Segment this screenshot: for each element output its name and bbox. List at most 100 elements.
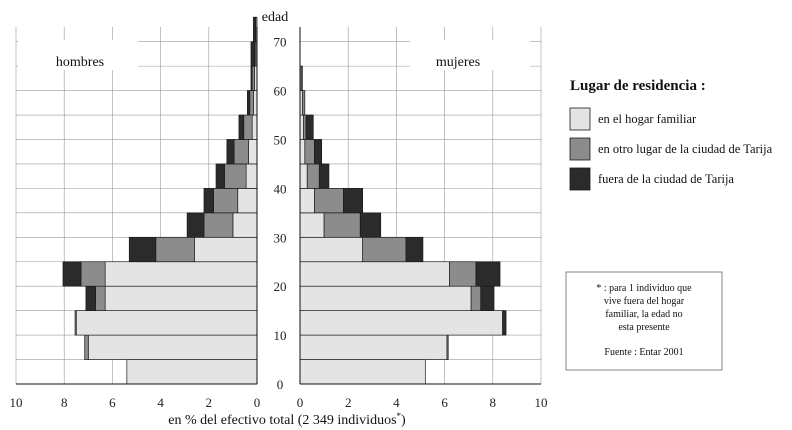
bar-mujeres-otro-20 (449, 261, 477, 287)
bar-mujeres-fuera-35 (343, 188, 364, 214)
legend-title: Lugar de residencia : (570, 78, 706, 94)
bar-mujeres-hogar-40 (299, 163, 308, 189)
bar-mujeres-otro-60 (300, 65, 303, 91)
bar-mujeres-fuera-15 (480, 285, 495, 311)
note-source: Fuente : Entar 2001 (604, 347, 683, 358)
legend-label-hogar: en el hogar familiar (598, 112, 697, 126)
x-tick-left-10: 10 (10, 395, 23, 410)
bar-mujeres-hogar-5 (299, 334, 448, 360)
x-tick-right-2: 2 (345, 395, 352, 410)
x-tick-right-10: 10 (535, 395, 548, 410)
x-tick-left-0: 0 (254, 395, 261, 410)
bar-mujeres-otro-45 (304, 139, 315, 165)
legend-label-fuera: fuera de la ciudad de Tarija (598, 172, 734, 186)
bar-hombres-hogar-30 (232, 212, 258, 238)
bar-mujeres-hogar-50 (299, 114, 304, 140)
age-tick-0: 0 (277, 377, 284, 392)
bar-mujeres-hogar-25 (299, 236, 364, 263)
legend-swatch-fuera (569, 167, 591, 191)
bar-hombres-otro-25 (155, 236, 195, 263)
bar-mujeres-hogar-20 (299, 261, 450, 287)
x-tick-right-8: 8 (490, 395, 497, 410)
age-tick-50: 50 (274, 132, 287, 147)
bar-hombres-fuera-40 (215, 163, 225, 189)
bar-hombres-fuera-70 (253, 16, 257, 43)
bar-hombres-otro-15 (95, 285, 106, 311)
mujeres-label: mujeres (436, 55, 480, 70)
note-line-1: * : para 1 individuo que (596, 283, 692, 294)
bar-mujeres-hogar-45 (299, 139, 306, 165)
age-tick-30: 30 (274, 230, 287, 245)
bar-hombres-fuera-55 (247, 90, 251, 116)
legend-label-otro: en otro lugar de la ciudad de Tarija (598, 142, 773, 156)
bar-mujeres-fuera-40 (318, 163, 330, 189)
bar-hombres-fuera-15 (85, 285, 96, 311)
note-line-2: vive fuera del hogar (604, 296, 685, 307)
bar-mujeres-otro-40 (306, 163, 320, 189)
bar-mujeres-hogar-15 (299, 285, 472, 311)
bar-hombres-otro-60 (251, 65, 255, 91)
age-tick-bg (270, 82, 290, 97)
bar-hombres-fuera-35 (203, 188, 214, 214)
note-line-4: esta presente (618, 322, 670, 333)
age-tick-bg (270, 327, 290, 342)
bar-hombres-hogar-45 (248, 139, 258, 165)
x-tick-right-6: 6 (441, 395, 448, 410)
age-tick-bg (270, 180, 290, 195)
bar-mujeres-fuera-50 (305, 114, 314, 140)
bar-hombres-hogar-55 (253, 90, 258, 116)
bar-mujeres-otro-55 (302, 90, 306, 116)
bars-layer (62, 16, 507, 385)
bar-mujeres-hogar-10 (299, 310, 503, 336)
bar-hombres-fuera-25 (128, 236, 157, 263)
legend-swatch-otro (569, 137, 591, 161)
bar-mujeres-otro-50 (303, 114, 307, 140)
bar-hombres-fuera-65 (250, 41, 255, 67)
age-tick-60: 60 (274, 84, 287, 99)
bar-mujeres-otro-35 (314, 188, 344, 214)
age-tick-bg (270, 376, 290, 390)
age-tick-bg (270, 278, 290, 293)
age-tick-10: 10 (274, 328, 287, 343)
bar-mujeres-hogar-0 (299, 359, 426, 385)
x-tick-left-2: 2 (206, 395, 213, 410)
bar-hombres-otro-35 (213, 188, 239, 214)
age-tick-40: 40 (274, 181, 287, 196)
note-frame (565, 271, 723, 371)
hombres-label: hombres (56, 55, 104, 70)
note-line-3: familiar, la edad no (605, 309, 682, 320)
x-tick-left-4: 4 (157, 395, 164, 410)
bar-hombres-otro-10 (74, 310, 77, 336)
bar-mujeres-hogar-35 (299, 188, 315, 214)
bar-mujeres-fuera-25 (405, 236, 424, 263)
age-tick-bg (270, 131, 290, 146)
bar-mujeres-otro-25 (362, 236, 407, 263)
bar-hombres-otro-30 (203, 212, 234, 238)
age-tick-70: 70 (274, 35, 287, 50)
legend-items: en el hogar familiar en otro lugar de la … (569, 107, 773, 191)
bar-hombres-otro-40 (224, 163, 247, 189)
bar-mujeres-fuera-30 (359, 212, 382, 238)
age-tick-20: 20 (274, 279, 287, 294)
legend: Lugar de residencia : en el hogar famili… (569, 78, 773, 191)
bar-mujeres-otro-5 (446, 334, 449, 360)
age-axis-label: edad (262, 10, 288, 25)
bar-hombres-fuera-50 (238, 114, 245, 140)
bar-hombres-fuera-60 (250, 65, 253, 91)
bar-mujeres-otro-15 (470, 285, 482, 311)
x-tick-right-4: 4 (393, 395, 400, 410)
bar-hombres-hogar-20 (104, 261, 258, 287)
bar-hombres-hogar-0 (126, 359, 258, 385)
x-tick-left-8: 8 (61, 395, 68, 410)
bar-hombres-otro-20 (80, 261, 106, 287)
hombres-label-box (18, 40, 138, 70)
bar-mujeres-fuera-20 (475, 261, 501, 287)
bar-hombres-hogar-10 (75, 310, 258, 336)
bar-hombres-hogar-40 (245, 163, 258, 189)
bar-hombres-hogar-15 (104, 285, 258, 311)
bar-hombres-fuera-30 (186, 212, 205, 238)
bar-hombres-hogar-25 (193, 236, 258, 263)
bar-hombres-hogar-35 (237, 188, 258, 214)
note-box: * : para 1 individuo que vive fuera del … (565, 271, 723, 371)
